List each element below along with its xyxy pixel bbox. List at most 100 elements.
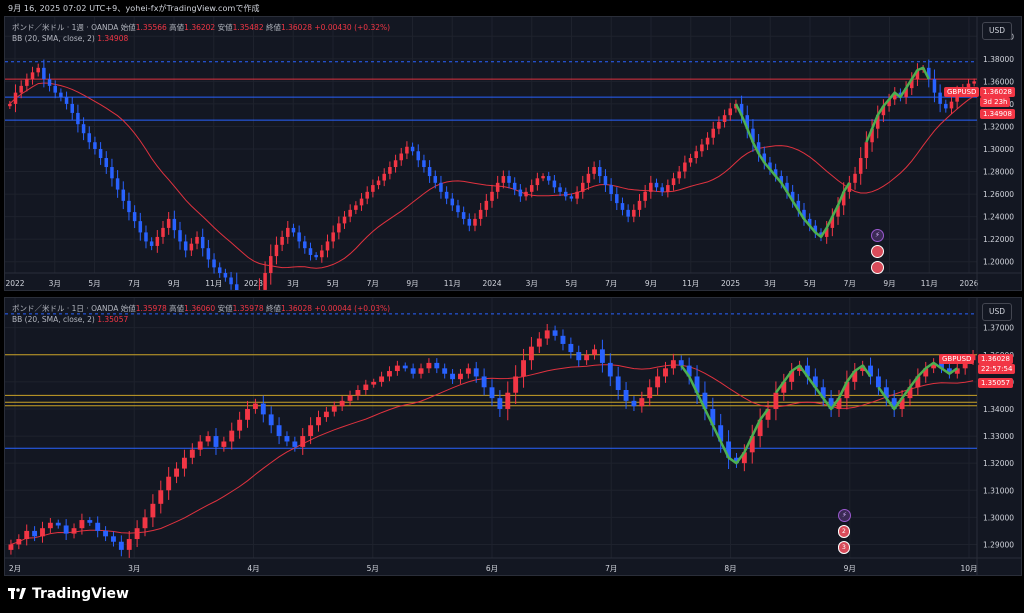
candle-body bbox=[598, 167, 602, 177]
last-price-tag: 1.36028 bbox=[978, 354, 1013, 364]
candle-body bbox=[749, 436, 755, 453]
candle-body bbox=[478, 209, 483, 219]
high-label: 高値 bbox=[169, 304, 185, 313]
candle-body bbox=[741, 452, 747, 464]
candle-body bbox=[560, 335, 566, 344]
candle-body bbox=[127, 200, 131, 213]
candle-body bbox=[728, 108, 733, 116]
candle-body bbox=[47, 79, 52, 86]
x-axis-tick-label: 7月 bbox=[605, 279, 617, 288]
candle-body bbox=[387, 371, 392, 377]
candle-body bbox=[864, 142, 869, 159]
high-value: 1.36060 bbox=[184, 304, 216, 313]
candle-body bbox=[245, 408, 250, 420]
candle-body bbox=[852, 371, 858, 382]
candle-body bbox=[812, 376, 818, 388]
candle-body bbox=[507, 176, 511, 183]
bb-price-tag: 1.34908 bbox=[980, 109, 1015, 119]
candle-body bbox=[379, 376, 385, 382]
us-flag-event-icon[interactable] bbox=[871, 245, 884, 258]
currency-button[interactable]: USD bbox=[982, 22, 1012, 40]
candle-body bbox=[263, 273, 267, 290]
y-axis-tick-label: 1.26000 bbox=[983, 190, 1014, 199]
tradingview-logo[interactable]: TradingView bbox=[8, 586, 129, 602]
bb-indicator-label: BB (20, SMA, close, 2) bbox=[12, 315, 95, 324]
candle-body bbox=[291, 227, 296, 233]
candle-body bbox=[663, 368, 668, 377]
daily-chart-canvas[interactable]: 2月3月4月5月6月7月8月9月10月1.370001.360001.35000… bbox=[5, 298, 1021, 575]
daily-chart-panel[interactable]: 2月3月4月5月6月7月8月9月10月1.370001.360001.35000… bbox=[4, 297, 1022, 576]
uk-flag-event-pill[interactable]: 2 bbox=[838, 525, 850, 538]
candle-body bbox=[292, 441, 298, 447]
candle-body bbox=[805, 365, 810, 377]
candle-body bbox=[910, 79, 914, 89]
candle-body bbox=[19, 85, 23, 93]
last-price-tag: 1.36028 bbox=[980, 87, 1015, 97]
candle-body bbox=[320, 250, 324, 258]
bb-indicator-legend[interactable]: BB (20, SMA, close, 2) 1.35057 bbox=[12, 315, 128, 324]
candle-body bbox=[944, 103, 948, 109]
bb-price-tag: 1.35057 bbox=[978, 378, 1013, 388]
candle-body bbox=[711, 128, 715, 138]
weekly-chart-panel[interactable]: 2022 3月 5月 7月 9月 11月 2023 3月 5月 7月 9月 11月 2024 3月 5月 7月… bbox=[4, 16, 1022, 291]
candle-body bbox=[16, 539, 22, 545]
candle-body bbox=[178, 230, 182, 242]
candle-body bbox=[450, 198, 455, 206]
pattern-drawing-line bbox=[774, 364, 872, 411]
candle-body bbox=[55, 522, 61, 526]
bb-indicator-label: BB (20, SMA, close, 2) bbox=[12, 34, 95, 43]
close-value: 1.36028 bbox=[280, 304, 312, 313]
candle-body bbox=[166, 218, 171, 228]
candle-body bbox=[359, 198, 364, 206]
candle-body bbox=[497, 398, 503, 409]
currency-button[interactable]: USD bbox=[982, 303, 1012, 321]
candle-body bbox=[615, 376, 621, 390]
candle-body bbox=[765, 408, 771, 420]
candle-body bbox=[433, 176, 438, 183]
candle-body bbox=[592, 349, 597, 355]
candle-body bbox=[962, 360, 968, 369]
lightning-event-icon[interactable]: ⚡ bbox=[871, 229, 884, 242]
candle-body bbox=[456, 205, 460, 213]
y-axis-tick-label: 1.30000 bbox=[983, 145, 1014, 154]
x-axis-tick-label: 7月 bbox=[367, 279, 379, 288]
candle-body bbox=[599, 349, 605, 363]
tradingview-logo-icon bbox=[8, 588, 26, 600]
candle-body bbox=[144, 232, 148, 242]
weekly-chart-canvas[interactable]: 2022 3月 5月 7月 9月 11月 2023 3月 5月 7月 9月 11月 2024 3月 5月 7月… bbox=[5, 17, 1021, 290]
us-flag-event-pill[interactable]: 3 bbox=[838, 541, 850, 554]
x-axis-tick-label: 9月 bbox=[883, 279, 895, 288]
x-axis-tick-label: 2023 bbox=[244, 279, 263, 288]
candle-body bbox=[836, 398, 842, 409]
lightning-event-icon[interactable]: ⚡ bbox=[838, 509, 851, 522]
candle-body bbox=[535, 178, 540, 186]
candle-body bbox=[95, 522, 101, 531]
candle-body bbox=[757, 419, 763, 437]
candle-body bbox=[972, 81, 976, 84]
candle-body bbox=[802, 209, 806, 219]
candle-body bbox=[875, 115, 880, 129]
bar-countdown-tag: 3d 23h bbox=[980, 97, 1011, 107]
candle-body bbox=[376, 180, 381, 186]
candle-body bbox=[781, 381, 787, 393]
candle-body bbox=[563, 191, 568, 197]
candle-body bbox=[111, 536, 116, 542]
x-axis-tick-label: 9月 bbox=[844, 564, 856, 573]
candle-body bbox=[118, 541, 124, 550]
x-axis-tick-label: 11月 bbox=[921, 279, 938, 288]
bb-indicator-legend[interactable]: BB (20, SMA, close, 2) 1.34908 bbox=[12, 34, 128, 43]
x-axis-tick-label: 5月 bbox=[565, 279, 577, 288]
candle-body bbox=[81, 124, 86, 134]
candle-body bbox=[654, 182, 659, 188]
candle-body bbox=[64, 97, 69, 104]
candle-body bbox=[949, 101, 954, 109]
candle-body bbox=[308, 248, 313, 255]
close-label: 終値 bbox=[265, 23, 281, 32]
uk-flag-event-icon[interactable] bbox=[871, 261, 884, 274]
candle-body bbox=[252, 403, 258, 409]
candle-body bbox=[229, 430, 235, 442]
candle-body bbox=[42, 67, 46, 80]
candle-body bbox=[938, 92, 942, 104]
candle-body bbox=[59, 92, 63, 98]
candle-body bbox=[768, 162, 772, 170]
